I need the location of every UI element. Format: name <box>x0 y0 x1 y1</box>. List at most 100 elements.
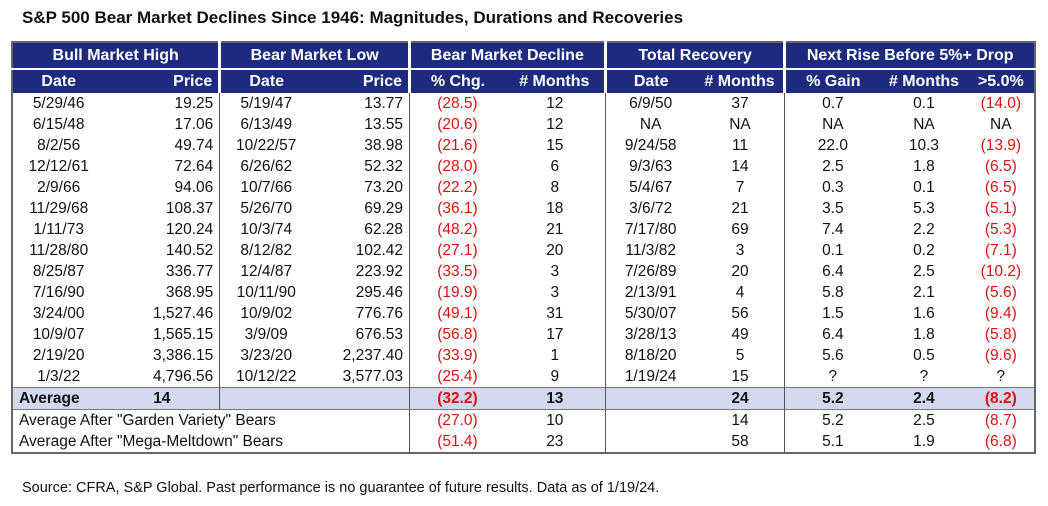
recovery-date-cell: NA <box>639 116 662 133</box>
table-row: 7/16/90 368.95 10/11/90 295.46 (19.9) 3 2/13/9… <box>12 282 1035 303</box>
recovery-date-cell: 3/28/13 <box>624 326 677 343</box>
rise-months-cell: ? <box>919 368 929 385</box>
recovery-months-cell: 56 <box>695 303 786 324</box>
footer-label: Average After "Garden Variety" Bears <box>12 409 411 431</box>
bear-low-date-cell: 5/26/70 <box>240 200 293 217</box>
bull-high-price-cell: 1,565.15 <box>104 324 221 345</box>
bear-low-date-cell: 8/12/82 <box>240 242 293 259</box>
bear-low-date-cell: 6/26/62 <box>240 158 293 175</box>
group-header-row: Bull Market High Bear Market Low Bear Ma… <box>12 42 1035 70</box>
column-header: # Months <box>504 69 607 93</box>
bull-high-date-cell: 10/9/07 <box>32 326 85 343</box>
footer-decline-pct: (51.4) <box>437 433 478 450</box>
table-row: 11/28/80 140.52 8/12/82 102.42 (27.1) 20 11/3/… <box>12 240 1035 261</box>
drop-pct-cell: (6.5) <box>984 158 1017 175</box>
bull-high-price-cell: 140.52 <box>104 240 221 261</box>
recovery-date-cell: 7/17/80 <box>624 221 677 238</box>
group-header: Next Rise Before 5%+ Drop <box>784 42 1035 70</box>
recovery-months-cell: 5 <box>695 345 786 366</box>
drop-pct-cell: (7.1) <box>984 242 1017 259</box>
table-row: 10/9/07 1,565.15 3/9/09 676.53 (56.8) 17 3/28/… <box>12 324 1035 345</box>
footer-decline-months: 23 <box>504 431 606 453</box>
table-row: 12/12/61 72.64 6/26/62 52.32 (28.0) 6 9/3/63 14… <box>12 156 1035 177</box>
footer-months: 2.5 <box>913 412 935 429</box>
recovery-months-cell: NA <box>695 114 786 135</box>
bull-high-price-cell: 94.06 <box>104 177 221 198</box>
footer-row: Average After "Garden Variety" Bears (27… <box>12 409 1035 431</box>
decline-months-cell: 1 <box>504 345 606 366</box>
recovery-months-cell: 69 <box>695 219 786 240</box>
bear-market-table: Bull Market High Bear Market Low Bear Ma… <box>11 41 1036 454</box>
footer-decline-months: 10 <box>504 409 606 431</box>
footer-drop: (6.8) <box>984 433 1017 450</box>
drop-pct-cell: ? <box>996 368 1006 385</box>
recovery-date-cell: 7/26/89 <box>624 263 677 280</box>
rise-months-cell: 1.8 <box>913 326 935 343</box>
average-gain: 5.2 <box>784 387 881 410</box>
decline-months-cell: 6 <box>504 156 606 177</box>
table-row: 8/25/87 336.77 12/4/87 223.92 (33.5) 3 7/26/89… <box>12 261 1035 282</box>
bull-high-date-cell: 8/2/56 <box>37 137 81 154</box>
bull-high-date-cell: 5/29/46 <box>32 95 85 112</box>
table-row: 3/24/00 1,527.46 10/9/02 776.76 (49.1) 31 5/30… <box>12 303 1035 324</box>
bear-low-price-cell: 3,577.03 <box>312 366 411 388</box>
column-header: Date <box>12 69 105 93</box>
recovery-months-cell: 3 <box>695 240 786 261</box>
group-header: Bear Market Decline <box>409 42 607 70</box>
footer-recovery-months: 58 <box>695 431 786 453</box>
bear-low-price-cell: 73.20 <box>312 177 411 198</box>
bull-high-date-cell: 7/16/90 <box>32 284 85 301</box>
bull-high-date-cell: 8/25/87 <box>32 263 85 280</box>
recovery-months-cell: 14 <box>695 156 786 177</box>
footer-months: 1.9 <box>913 433 935 450</box>
footer-row: Average After "Mega-Meltdown" Bears (51.… <box>12 431 1035 453</box>
decline-pct-cell: (36.1) <box>437 200 478 217</box>
rise-gain-cell: 6.4 <box>822 263 844 280</box>
bear-low-date-cell: 3/23/20 <box>240 347 293 364</box>
recovery-months-cell: 49 <box>695 324 786 345</box>
decline-pct-cell: (56.8) <box>437 326 478 343</box>
average-months: 2.4 <box>880 387 968 410</box>
recovery-months-cell: 20 <box>695 261 786 282</box>
table-row: 8/2/56 49.74 10/22/57 38.98 (21.6) 15 9/24/58 1… <box>12 135 1035 156</box>
rise-months-cell: 2.2 <box>913 221 935 238</box>
bull-high-date-cell: 3/24/00 <box>32 305 85 322</box>
recovery-months-cell: 4 <box>695 282 786 303</box>
recovery-months-cell: 15 <box>695 366 786 388</box>
rise-months-cell: 5.3 <box>913 200 935 217</box>
bull-high-date-cell: 1/11/73 <box>33 221 84 238</box>
bear-low-price-cell: 52.32 <box>312 156 411 177</box>
average-bull-months: 14 <box>104 387 221 410</box>
drop-pct-cell: (13.9) <box>980 137 1022 154</box>
table-row: 2/19/20 3,386.15 3/23/20 2,237.40 (33.9) 1 8/1… <box>12 345 1035 366</box>
recovery-months-cell: 11 <box>695 135 786 156</box>
rise-gain-cell: ? <box>828 368 838 385</box>
bull-high-price-cell: 17.06 <box>104 114 221 135</box>
decline-months-cell: 3 <box>504 261 606 282</box>
drop-pct-cell: (6.5) <box>984 179 1017 196</box>
rise-months-cell: NA <box>913 116 935 133</box>
average-drop: (8.2) <box>967 387 1035 410</box>
decline-months-cell: 12 <box>504 114 606 135</box>
column-header: % Gain <box>784 69 881 93</box>
column-header: Date <box>219 69 313 93</box>
bear-low-price-cell: 676.53 <box>312 324 411 345</box>
decline-months-cell: 8 <box>504 177 606 198</box>
rise-gain-cell: 2.5 <box>822 158 844 175</box>
bull-high-date-cell: 1/3/22 <box>37 368 81 385</box>
average-decline-months: 13 <box>504 387 606 410</box>
table-row: 5/29/46 19.25 5/19/47 13.77 (28.5) 12 6/9/50 37… <box>12 93 1035 114</box>
footer-drop: (8.7) <box>984 412 1017 429</box>
recovery-date-cell: 6/9/50 <box>629 95 673 112</box>
bull-high-date-cell: 2/9/66 <box>37 179 81 196</box>
bull-high-price-cell: 108.37 <box>104 198 221 219</box>
drop-pct-cell: (9.6) <box>984 347 1017 364</box>
bull-high-price-cell: 4,796.56 <box>104 366 221 388</box>
decline-pct-cell: (28.0) <box>437 158 478 175</box>
rise-months-cell: 0.1 <box>913 95 935 112</box>
rise-gain-cell: 0.3 <box>822 179 844 196</box>
bear-low-date-cell: 10/11/90 <box>236 284 296 301</box>
table-title: S&P 500 Bear Market Declines Since 1946:… <box>22 8 684 27</box>
decline-pct-cell: (33.5) <box>437 263 478 280</box>
footer-decline-pct: (27.0) <box>437 412 478 429</box>
